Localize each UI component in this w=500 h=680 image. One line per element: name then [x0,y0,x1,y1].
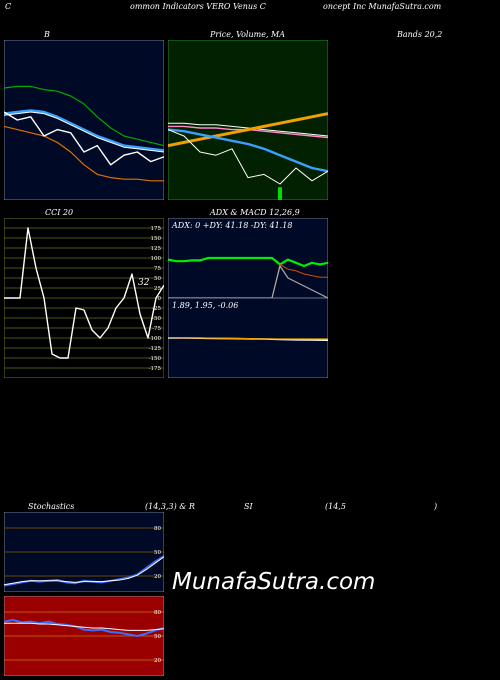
bollinger-label: B [44,30,50,39]
series-line-0 [168,122,328,137]
cci-line [4,227,164,359]
bollinger-panel [4,40,164,200]
tick-label: -25 [152,306,161,312]
volume-bar [278,187,282,200]
tick-label: 150 [151,236,162,242]
tick-label: 75 [154,266,161,272]
cci-label: CCI 20 [45,208,74,217]
series-line-0 [4,227,164,359]
tick-label: 0 [158,296,162,302]
adx-lines [168,256,328,298]
tick-label: -75 [152,326,161,332]
series-line-3 [168,128,328,173]
tick-label: 80 [154,610,161,616]
macd-lines [168,337,328,341]
watermark: MunafaSutra.com [172,569,376,595]
rsi-grid: 80 50 20 [4,610,164,664]
adx-macd-label: ADX & MACD 12,26,9 [210,208,300,217]
tick-label: -100 [149,336,162,342]
stochastics-lines [4,555,164,587]
macd-values: 1.89, 1.95, -0.06 [172,301,238,310]
cci-panel: 175 150 125 100 75 50 25 0 -25 -50 -75 -100 -125 -150… [4,218,164,378]
header-c: C [5,2,12,11]
rsi-lines [4,619,164,637]
stochastics-panel: 80 50 20 [4,512,164,592]
tick-label: 20 [154,658,161,664]
series-line-3 [4,125,164,182]
series-line-0 [168,256,328,268]
header-title-right: oncept Inc MunafaSutra.com [323,2,442,11]
stochastics-params: (14,3,3) & R [145,502,195,511]
macd-panel: 1.89, 1.95, -0.06 [168,298,328,378]
stochastics-grid: 80 50 20 [4,526,164,580]
rsi-panel: 80 50 20 [4,596,164,676]
tick-label: 80 [154,526,161,532]
series-line-1 [168,337,328,340]
series-line-2 [4,111,164,153]
tick-label: 175 [151,226,162,232]
series-line-0 [4,619,164,637]
tick-label: 50 [154,550,161,556]
series-line-0 [4,85,164,147]
tick-label: -125 [149,346,162,352]
series-line-4 [168,129,328,185]
price-volume-ma-label: Price, Volume, MA [210,30,286,39]
cci-grid: 175 150 125 100 75 50 25 0 -25 -50 -75 -100 -125 -150… [4,226,164,372]
bollinger-lines [4,85,164,182]
price-volume-ma-panel [168,40,328,200]
tick-label: 125 [151,246,162,252]
price-ma-lines [168,112,328,185]
adx-values: ADX: 0 +DY: 41.18 -DY: 41.18 [171,221,292,230]
volume-bars [278,187,282,200]
stochastics-label: Stochastics [28,502,75,511]
bands-label: Bands 20,2 [397,30,443,39]
series-line-2 [168,112,328,148]
tick-label: 20 [154,574,161,580]
series-line-1 [4,109,164,152]
series-line-1 [4,556,164,586]
series-line-2 [168,265,328,298]
rsi-params: (14,5 [325,502,346,511]
series-line-1 [168,263,328,298]
tick-label: -175 [149,366,162,372]
series-line-1 [4,622,164,631]
tick-label: 50 [154,276,161,282]
cci-value-label: 32 [138,278,150,288]
tick-label: -50 [152,316,161,322]
tick-label: 50 [154,634,161,640]
tick-label: 100 [151,256,162,262]
tick-label: -150 [149,356,162,362]
series-line-4 [4,111,164,166]
adx-panel: ADX: 0 +DY: 41.18 -DY: 41.18 [168,218,328,298]
header-title-left: ommon Indicators VERO Venus C [130,2,266,11]
rsi-label: SI [244,502,253,511]
tick-label: 25 [154,286,161,292]
close-paren: ) [434,502,438,511]
